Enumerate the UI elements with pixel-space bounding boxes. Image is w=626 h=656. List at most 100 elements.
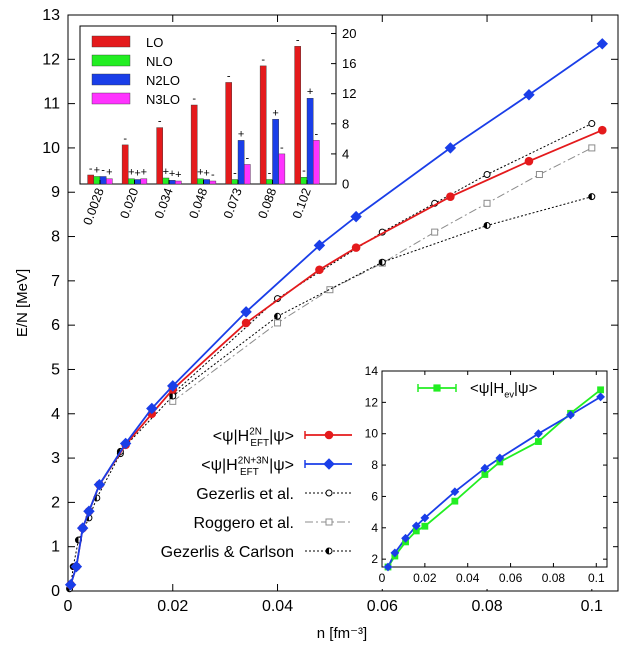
x-tick-label: 0.1	[581, 598, 603, 615]
data-point	[70, 560, 83, 573]
y-tick-label: 5	[51, 361, 60, 378]
inset-data-point	[420, 513, 430, 523]
data-point	[326, 286, 334, 294]
data-point	[588, 193, 596, 201]
inset-x-tick-label: 0.04	[456, 571, 480, 585]
inset-y-tick-label: 16	[342, 56, 356, 71]
inset-bar-sign: +	[163, 166, 169, 178]
inset-data-point	[411, 521, 421, 531]
inset-y-tick-label: 20	[342, 26, 356, 41]
inset-bar-sign: -	[261, 54, 265, 66]
inset-x-tick-label: 0.1	[588, 571, 605, 585]
inset-bar	[140, 178, 148, 185]
inset-bar-sign: -	[233, 167, 237, 179]
data-point	[444, 142, 457, 154]
inset-bar	[197, 178, 204, 185]
x-tick-label: 0	[64, 598, 73, 615]
inset-data-point	[535, 438, 542, 445]
marker-half-fill	[326, 548, 329, 554]
inset-x-tick-label: 0.073	[221, 186, 245, 220]
inset-x-tick-label: 0.034	[152, 186, 176, 220]
data-point	[588, 144, 596, 152]
inset-bar	[237, 140, 245, 185]
inset-bar-sign: +	[175, 169, 181, 181]
inset-x-tick-label: 0.088	[255, 186, 279, 220]
x-tick-label: 0.06	[367, 598, 398, 615]
inset-data-point	[412, 527, 420, 535]
series-line	[172, 147, 593, 402]
inset-x-tick-label: 0	[379, 571, 386, 585]
inset-bar	[134, 179, 141, 185]
data-point	[523, 89, 535, 101]
inset-bar	[128, 178, 135, 185]
inset-bar	[93, 176, 101, 185]
legend-label: Gezerlis & Carlson	[161, 544, 294, 561]
inset-x-tick-label: 0.02	[413, 571, 437, 585]
legend-label: Gezerlis et al.	[196, 486, 294, 503]
inset-bar-sign: -	[89, 163, 93, 175]
y-tick-label: 0	[51, 583, 60, 600]
inset-data-point	[450, 487, 460, 497]
inset-y-tick-label: 4	[342, 146, 349, 161]
inset-y-tick-label: 12	[342, 86, 356, 101]
y-tick-label: 6	[51, 317, 60, 334]
inset-bar	[156, 127, 164, 185]
marker-half-fill	[75, 537, 79, 544]
data-point	[64, 579, 77, 591]
x-tick-label: 0.08	[471, 598, 502, 615]
inset-bar-sign: -	[123, 133, 127, 145]
y-tick-label: 8	[51, 229, 60, 246]
inset-legend-label: N3LO	[146, 92, 180, 107]
inset-y-tick-label: 8	[342, 116, 349, 131]
inset-y-tick-label: 12	[365, 395, 379, 409]
inset-bar-sign: +	[169, 168, 175, 180]
inset-data-point	[480, 463, 490, 473]
data-point	[483, 171, 491, 179]
legend-label: <ψ|H2N EFT|ψ>	[213, 426, 294, 449]
inset-x-tick-label: 0.0028	[81, 186, 107, 227]
inset-bar-sign: +	[307, 86, 313, 98]
legend-marker	[323, 458, 335, 470]
inset-x-tick-label: 0.020	[117, 186, 141, 220]
legend-marker	[324, 430, 334, 440]
inset-bar	[243, 164, 251, 185]
inset-data-point	[451, 497, 459, 505]
inset-data-point	[597, 386, 604, 394]
data-point	[146, 402, 158, 415]
data-point	[274, 319, 282, 327]
inset-legend-label: N2LO	[146, 73, 180, 88]
inset-bar-sign: +	[94, 164, 100, 176]
inset-bar-sign: -	[227, 70, 231, 82]
inset-data-point	[390, 548, 400, 558]
inset-data-point	[495, 453, 505, 463]
inset-bar-sign: +	[141, 167, 147, 179]
data-point	[83, 505, 95, 517]
data-point	[351, 243, 361, 252]
inset-bar-sign: +	[238, 128, 244, 140]
inset-legend-label: LO	[146, 35, 163, 50]
inset-bar-sign: -	[158, 116, 162, 128]
data-point	[588, 120, 596, 128]
inset-frame	[381, 370, 608, 568]
inset-y-tick-label: 8	[371, 458, 378, 472]
data-point	[597, 125, 607, 135]
inset-bar-sign: +	[134, 167, 140, 179]
inset-y-tick-label: 2	[371, 552, 378, 566]
inset-bar-sign: +	[272, 107, 278, 119]
y-tick-label: 1	[51, 539, 60, 556]
inset-bar-sign: -	[101, 164, 105, 176]
inset-data-point	[566, 410, 575, 420]
inset-bar	[300, 177, 308, 185]
data-point	[483, 199, 491, 207]
x-tick-label: 0.04	[262, 598, 293, 615]
data-point	[76, 522, 89, 534]
data-point	[274, 312, 282, 320]
inset-bar	[266, 179, 273, 185]
inset-bar	[313, 140, 320, 185]
inset-bar	[259, 65, 267, 185]
inset-bar	[190, 104, 198, 185]
y-tick-label: 13	[42, 7, 60, 24]
